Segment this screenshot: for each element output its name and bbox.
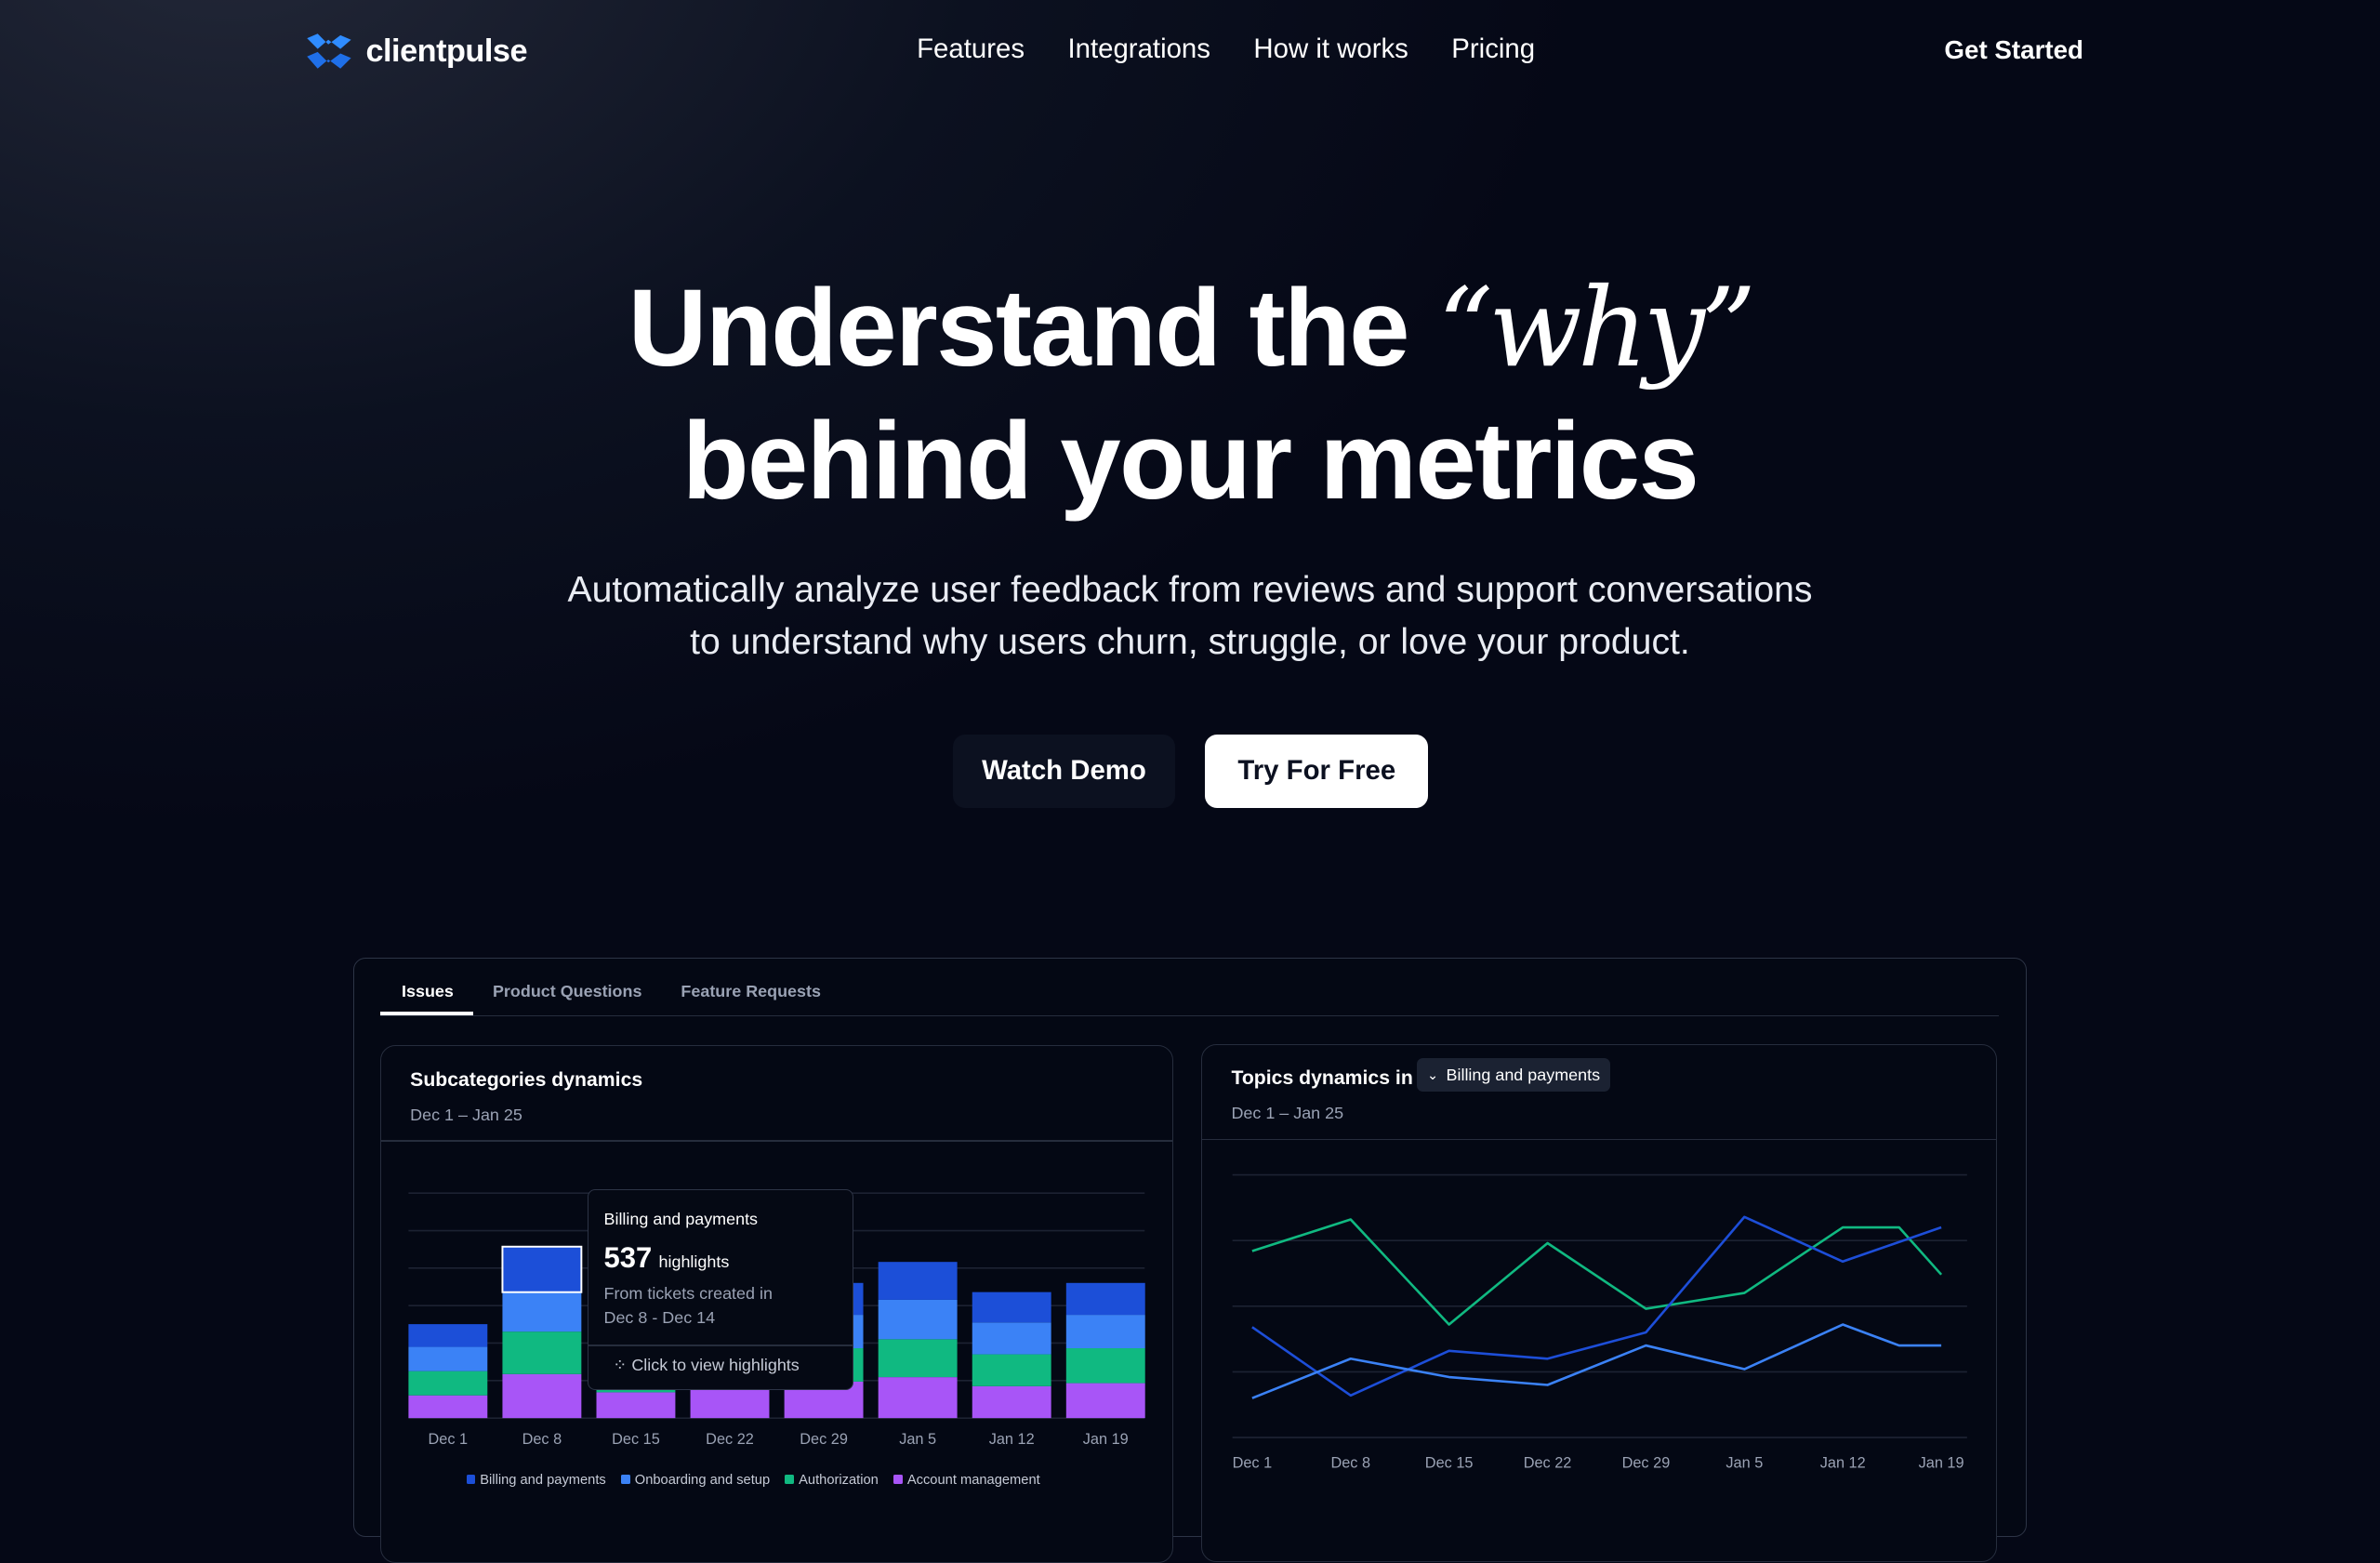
tab-feature-requests[interactable]: Feature Requests <box>681 981 821 1000</box>
bar-segment <box>408 1395 488 1419</box>
legend-swatch <box>466 1475 476 1484</box>
legend-label: Billing and payments <box>480 1473 606 1488</box>
x-tick-label: Dec 22 <box>1524 1455 1572 1472</box>
x-tick-label: Jan 19 <box>1083 1431 1129 1448</box>
hero-title-why: “why” <box>1436 263 1756 391</box>
brand-name: clientpulse <box>365 33 528 69</box>
x-tick-label: Dec 1 <box>1233 1455 1273 1472</box>
subcategories-card: Subcategories dynamics Dec 1 – Jan 25 De… <box>380 1045 1173 1563</box>
legend-item[interactable]: Billing and payments <box>466 1473 606 1488</box>
subtitle-line-1: Automatically analyze user feedback from… <box>567 570 1813 611</box>
bar-segment <box>502 1291 582 1332</box>
bar-segment <box>878 1377 958 1419</box>
bar-segment <box>408 1346 488 1371</box>
dashboard-preview: Issues Product Questions Feature Request… <box>353 958 2027 1563</box>
tab-product-questions[interactable]: Product Questions <box>492 981 642 1000</box>
tooltip-line2: Dec 8 - Dec 14 <box>603 1308 716 1328</box>
chart-legend: Billing and payments Onboarding and setup… <box>466 1473 1040 1488</box>
nav-features[interactable]: Features <box>917 33 1025 64</box>
bar-segment <box>502 1331 582 1374</box>
legend-label: Authorization <box>799 1473 879 1488</box>
x-tick-label: Dec 15 <box>1425 1455 1474 1472</box>
hero-title: Understand the “why” behind your metrics <box>0 261 2380 528</box>
legend-swatch <box>785 1475 795 1484</box>
chevron-down-icon: ⌄ <box>1427 1067 1439 1083</box>
x-tick-label: Dec 8 <box>1331 1455 1371 1472</box>
nav-integrations[interactable]: Integrations <box>1067 33 1210 64</box>
card-divider <box>1202 1138 1997 1141</box>
legend-swatch <box>621 1475 630 1484</box>
card-range: Dec 1 – Jan 25 <box>1231 1104 1344 1123</box>
legend-item[interactable]: Onboarding and setup <box>621 1473 770 1488</box>
nav-pricing[interactable]: Pricing <box>1451 33 1536 64</box>
bar-segment <box>596 1392 676 1419</box>
bar-segment <box>1065 1282 1145 1316</box>
x-tick-label: Dec 22 <box>706 1431 754 1448</box>
tooltip-unit: highlights <box>658 1252 730 1272</box>
x-tick-label: Dec 8 <box>522 1431 562 1448</box>
view-highlights-action[interactable]: ⁘ Click to view highlights <box>613 1356 799 1375</box>
line-chart: Dec 1 Dec 8 Dec 15 Dec 22 Dec 29 Jan 5 Jan 12 J… <box>1233 1174 1968 1472</box>
legend-item[interactable]: Authorization <box>785 1473 879 1488</box>
get-started-link[interactable]: Get Started <box>1944 34 2083 64</box>
tabs-divider <box>380 1014 1999 1017</box>
bar-segment <box>501 1245 583 1293</box>
cursor-click-icon: ⁘ <box>613 1355 628 1374</box>
hero-title-part1: Understand the <box>628 266 1437 389</box>
hero-subtitle: Automatically analyze user feedback from… <box>0 564 2380 668</box>
card-divider <box>381 1140 1172 1143</box>
bar-segment <box>972 1322 1051 1355</box>
bar-segment <box>408 1371 488 1396</box>
bar-segment <box>1065 1348 1145 1384</box>
nav-how-it-works[interactable]: How it works <box>1253 33 1408 64</box>
x-tick-label: Jan 12 <box>1820 1455 1866 1472</box>
legend-label: Onboarding and setup <box>634 1473 771 1488</box>
card-title: Subcategories dynamics <box>410 1068 643 1091</box>
category-dropdown[interactable]: ⌄ Billing and payments <box>1416 1058 1611 1093</box>
card-title: Topics dynamics in <box>1231 1067 1413 1090</box>
series-line <box>1251 1218 1943 1327</box>
chart-tooltip[interactable]: Billing and payments 537 highlights From… <box>588 1188 854 1390</box>
x-tick-label: Dec 15 <box>612 1431 660 1448</box>
bar-segment <box>1065 1315 1145 1349</box>
x-tick-label: Jan 5 <box>1726 1455 1764 1472</box>
x-tick-label: Dec 29 <box>1622 1455 1671 1472</box>
legend-label: Account management <box>906 1473 1040 1488</box>
active-tab-underline <box>380 1012 473 1015</box>
dropdown-value: Billing and payments <box>1446 1065 1601 1084</box>
legend-item[interactable]: Account management <box>893 1473 1040 1488</box>
bar-segment <box>1065 1383 1145 1419</box>
tooltip-value: 537 <box>603 1241 653 1275</box>
bar-segment <box>972 1354 1051 1386</box>
series-line <box>1251 1323 1942 1400</box>
try-for-free-button[interactable]: Try For Free <box>1205 735 1429 808</box>
topics-card: Topics dynamics in ⌄ Billing and payments… <box>1201 1043 1998 1562</box>
x-tick-label: Jan 19 <box>1919 1455 1964 1472</box>
bar-segment <box>878 1262 958 1301</box>
view-highlights-label: Click to view highlights <box>631 1355 800 1374</box>
x-tick-label: Dec 1 <box>429 1431 469 1448</box>
bar-segment <box>878 1300 958 1340</box>
x-tick-label: Jan 5 <box>899 1431 936 1448</box>
series-line <box>1251 1215 1942 1397</box>
card-range: Dec 1 – Jan 25 <box>410 1105 522 1124</box>
tooltip-line1: From tickets created in <box>603 1283 773 1303</box>
main-nav: Features Integrations How it works Prici… <box>899 33 1554 65</box>
watch-demo-button[interactable]: Watch Demo <box>953 735 1175 808</box>
x-tick-label: Dec 29 <box>800 1431 848 1448</box>
logo[interactable]: clientpulse <box>304 31 528 73</box>
bar-segment <box>502 1373 582 1419</box>
bar-segment <box>972 1385 1051 1419</box>
bar-segment <box>878 1339 958 1378</box>
hero-title-line2: behind your metrics <box>681 400 1699 523</box>
x-tick-label: Jan 12 <box>989 1431 1035 1448</box>
legend-swatch <box>893 1475 903 1484</box>
bar-segment <box>408 1324 488 1347</box>
logo-icon <box>306 33 351 69</box>
subtitle-line-2: to understand why users churn, struggle,… <box>690 621 1690 662</box>
tab-issues[interactable]: Issues <box>402 981 454 1000</box>
bar-segment <box>972 1291 1051 1323</box>
tooltip-title: Billing and payments <box>603 1209 759 1228</box>
